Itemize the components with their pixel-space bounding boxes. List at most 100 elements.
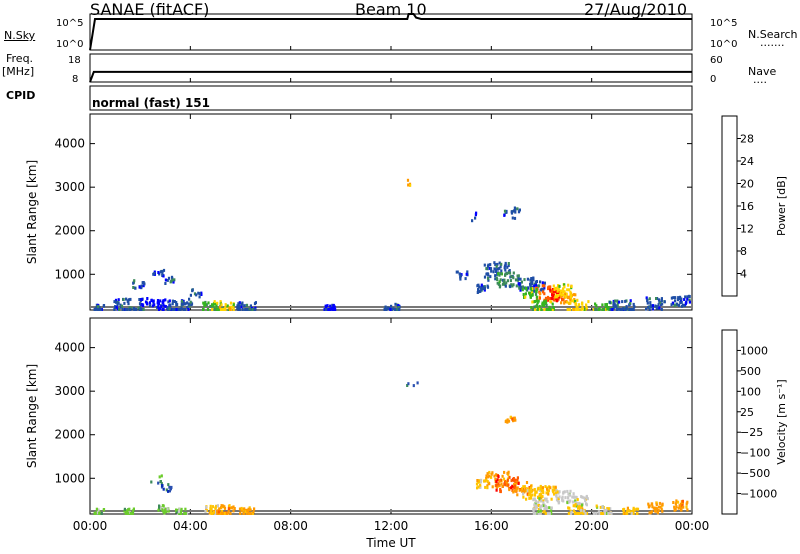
power-cell-3-6 <box>186 301 189 305</box>
velocity-cell-4-18 <box>209 507 212 511</box>
power-cell-5-26 <box>232 303 235 307</box>
velocity-frame <box>89 317 693 515</box>
power-cell-19-27 <box>510 274 513 278</box>
velocity-cell-25-1 <box>679 502 682 506</box>
velocity-cell-13-22 <box>526 492 529 496</box>
velocity-cell-21-30 <box>576 512 579 515</box>
power-cell-9-4 <box>169 280 172 284</box>
velocity-cell-19-18 <box>542 501 545 505</box>
power-cell-2-17 <box>151 304 154 308</box>
velocity-cell-20-28 <box>543 509 546 513</box>
power-cell-5-14 <box>226 304 229 308</box>
power-cell-23-39 <box>538 296 541 300</box>
velocity-cell-1-13 <box>132 507 135 511</box>
velocity-cell-5-11 <box>216 509 219 513</box>
power-cell-31-40 <box>616 308 619 311</box>
power-cell-19-9 <box>504 272 507 276</box>
velocity-cell-18-12 <box>574 499 577 503</box>
velocity-cell-14-18 <box>485 478 488 482</box>
velocity-cell-13-25 <box>525 481 529 484</box>
power-cell-32-33 <box>646 298 649 302</box>
velocity-cell-15-13 <box>528 496 531 500</box>
velocity-cell-12-39 <box>508 475 511 479</box>
velocity-cell-6-25 <box>247 508 251 512</box>
velocity-cell-22-26 <box>601 512 605 515</box>
velocity-ytick-label-2: 3000 <box>54 384 85 398</box>
velocity-cell-5-28 <box>228 504 231 508</box>
power-cell-31-13 <box>629 299 632 303</box>
velocity-cell-15-19 <box>529 494 533 498</box>
power-cell-9-9 <box>171 278 174 282</box>
velocity-cell-22-25 <box>607 507 610 511</box>
velocity-ytick-label-0: 1000 <box>54 471 85 485</box>
power-cell-33-24 <box>674 299 677 303</box>
velocity-cell-12-41 <box>495 480 498 484</box>
noise-panel <box>89 13 693 51</box>
velocity-cell-20-29 <box>532 507 535 511</box>
velocity-cell-12-23 <box>498 479 501 483</box>
velocity-cell-23-14 <box>632 508 635 512</box>
velocity-cell-12-30 <box>511 484 514 488</box>
velocity-cell-3-3 <box>185 512 189 515</box>
power-cell-5-21 <box>231 305 235 309</box>
power-cell-5-15 <box>222 308 225 311</box>
power-cell-18-10 <box>492 270 495 274</box>
power-cell-28-38 <box>537 299 540 303</box>
velocity-cell-5-34 <box>221 512 224 515</box>
velocity-cell-22-17 <box>595 504 598 508</box>
velocity-cell-11-25 <box>499 478 503 482</box>
velocity-cell-25-26 <box>681 504 684 508</box>
velocity-cell-14-7 <box>479 483 482 487</box>
power-cell-0-2 <box>98 306 101 310</box>
power-cell-19-21 <box>497 282 500 286</box>
velocity-cell-1-16 <box>127 508 130 512</box>
power-cell-22-5 <box>541 287 544 291</box>
power-cell-6-0 <box>241 308 244 311</box>
power-cell-5-19 <box>220 308 223 311</box>
velocity-cell-25-27 <box>682 505 685 509</box>
power-cell-24-17 <box>552 298 555 302</box>
power-cell-26-29 <box>570 284 573 288</box>
velocity-cell-4-23 <box>211 512 214 515</box>
power-cell-19-23 <box>505 272 509 276</box>
power-cell-33-19 <box>672 296 675 300</box>
power-cell-31-24 <box>622 307 625 311</box>
power-cell-33-34 <box>688 300 691 304</box>
velocity-cell-9-2 <box>412 384 415 388</box>
power-cell-1-39 <box>117 301 120 305</box>
velocity-cell-11-13 <box>488 470 491 474</box>
velocity-cell-22-28 <box>601 505 604 509</box>
velocity-cell-1-19 <box>131 509 134 513</box>
power-cell-20-25 <box>532 277 535 281</box>
velocity-cell-25-13 <box>685 502 688 506</box>
power-cell-26-20 <box>554 286 557 290</box>
power-cell-29-40 <box>574 308 577 311</box>
power-cell-19-28 <box>499 272 502 275</box>
velocity-cell-16-25 <box>544 485 547 489</box>
velocity-cell-13-34 <box>528 486 531 489</box>
velocity-cell-4-30 <box>216 504 219 508</box>
power-cell-32-6 <box>655 306 658 310</box>
power-cell-1-27 <box>128 306 131 310</box>
power-ytick-label-2: 3000 <box>54 180 85 194</box>
power-cell-26-23 <box>563 285 566 289</box>
power-cell-32-14 <box>655 305 658 309</box>
velocity-cell-24-27 <box>661 502 664 506</box>
velocity-cell-3-15 <box>175 510 178 514</box>
velocity-cell-3-20 <box>184 512 187 515</box>
velocity-cell-12-4 <box>495 488 498 492</box>
velocity-cell-22-15 <box>605 512 608 515</box>
power-cell-11-8 <box>195 293 198 297</box>
power-cell-19-16 <box>498 273 501 277</box>
velocity-cell-5-16 <box>233 507 236 510</box>
velocity-cell-0-3 <box>100 512 103 515</box>
velocity-cell-20-23 <box>539 505 542 509</box>
velocity-cell-7-2 <box>160 474 163 478</box>
velocity-cell-6-20 <box>239 512 242 515</box>
velocity-cell-2-8 <box>167 509 170 513</box>
velocity-cell-10-0 <box>507 419 511 423</box>
velocity-cell-6-17 <box>243 507 246 511</box>
power-cell-33-25 <box>687 294 691 298</box>
power-cell-26-21 <box>554 295 557 299</box>
power-cell-1-35 <box>135 308 138 311</box>
